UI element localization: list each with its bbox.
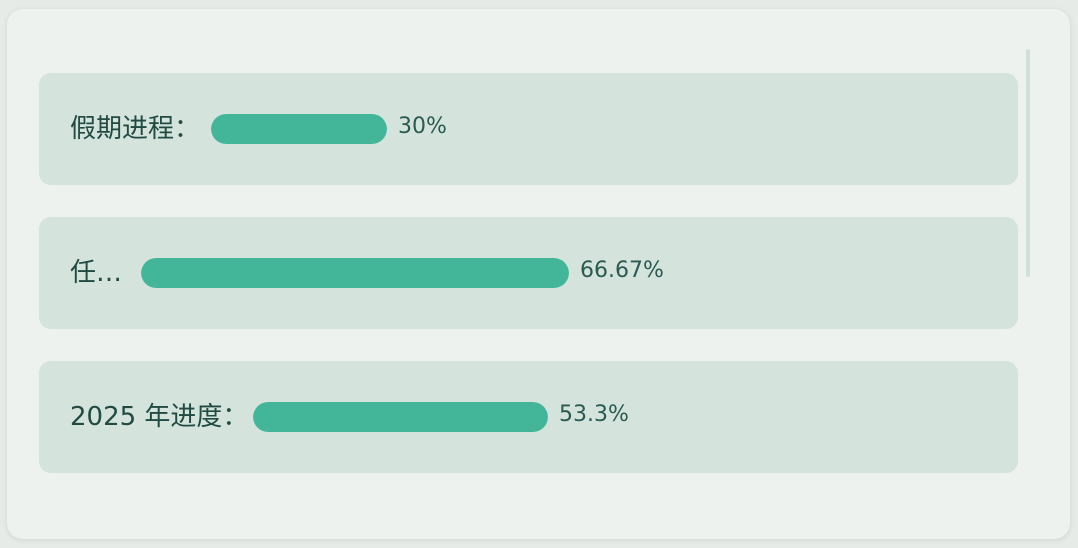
progress-percent: 66.67% <box>580 258 664 283</box>
progress-bar <box>211 114 387 144</box>
progress-bar-fill <box>141 258 569 288</box>
progress-card: 假期进程： 30% 任… 66.67% 2025 年进度： 53.3% <box>7 9 1070 539</box>
progress-row-year: 2025 年进度： 53.3% <box>39 361 1018 473</box>
scrollbar[interactable] <box>1026 49 1030 277</box>
progress-label: 假期进程： <box>70 114 201 144</box>
progress-row-holiday: 假期进程： 30% <box>39 73 1018 185</box>
progress-label: 2025 年进度： <box>70 402 249 432</box>
progress-bar <box>253 402 548 432</box>
progress-percent: 53.3% <box>559 402 629 427</box>
progress-percent: 30% <box>398 114 447 139</box>
progress-row-task: 任… 66.67% <box>39 217 1018 329</box>
progress-bar <box>141 258 569 288</box>
progress-bar-fill <box>253 402 548 432</box>
progress-bar-fill <box>211 114 387 144</box>
progress-label: 任… <box>70 258 123 288</box>
